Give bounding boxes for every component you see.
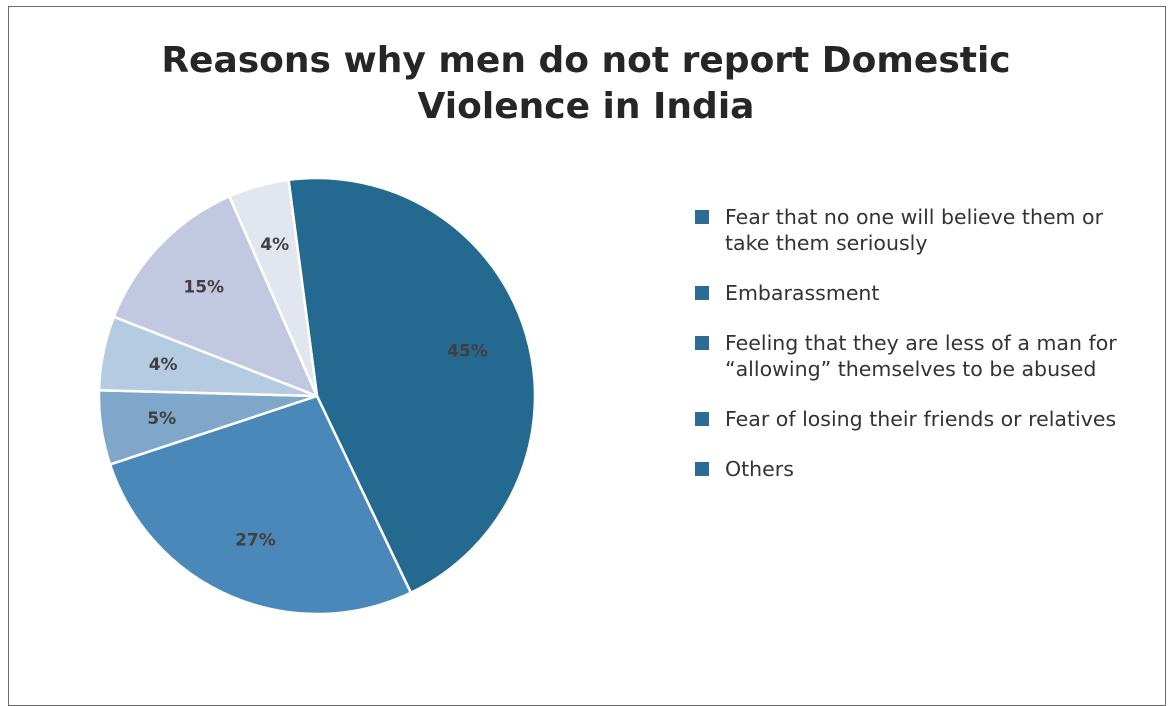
pie-slice [287,176,537,595]
pie-slices [97,176,537,616]
legend-label: Feeling that they are less of a man for … [725,331,1117,381]
slice-data-label: 5% [147,409,176,429]
legend-label: Fear that no one will believe them or ta… [725,205,1104,255]
slice-data-label: 27% [235,530,276,550]
legend-label: Others [725,457,794,481]
slice-data-label: 45% [447,341,488,361]
chart-title-line-2: Violence in India [417,86,755,127]
legend-item: Feeling that they are less of a man for … [695,330,1125,382]
legend-swatch [695,412,709,426]
legend-swatch [695,336,709,350]
legend-label: Embarassment [725,281,880,305]
pie-slice [108,394,413,616]
legend: Fear that no one will believe them or ta… [695,204,1125,506]
slice-data-label: 4% [149,355,178,375]
legend-item: Embarassment [695,280,1125,306]
pie-labels: 45% 27% 5% 4% 15% 4% [147,235,488,551]
chart-title-line-1: Reasons why men do not report Domestic [161,40,1011,81]
pie-slice [112,194,320,399]
slice-data-label: 15% [183,277,224,297]
chart-title: Reasons why men do not report Domestic V… [0,38,1172,130]
legend-swatch [695,210,709,224]
legend-swatch [695,462,709,476]
legend-item: Fear that no one will believe them or ta… [695,204,1125,256]
legend-label: Fear of losing their friends or relative… [725,407,1117,431]
pie-slice [227,178,319,397]
slice-data-label: 4% [260,235,289,255]
legend-item: Others [695,456,1125,482]
legend-item: Fear of losing their friends or relative… [695,406,1125,432]
legend-swatch [695,286,709,300]
